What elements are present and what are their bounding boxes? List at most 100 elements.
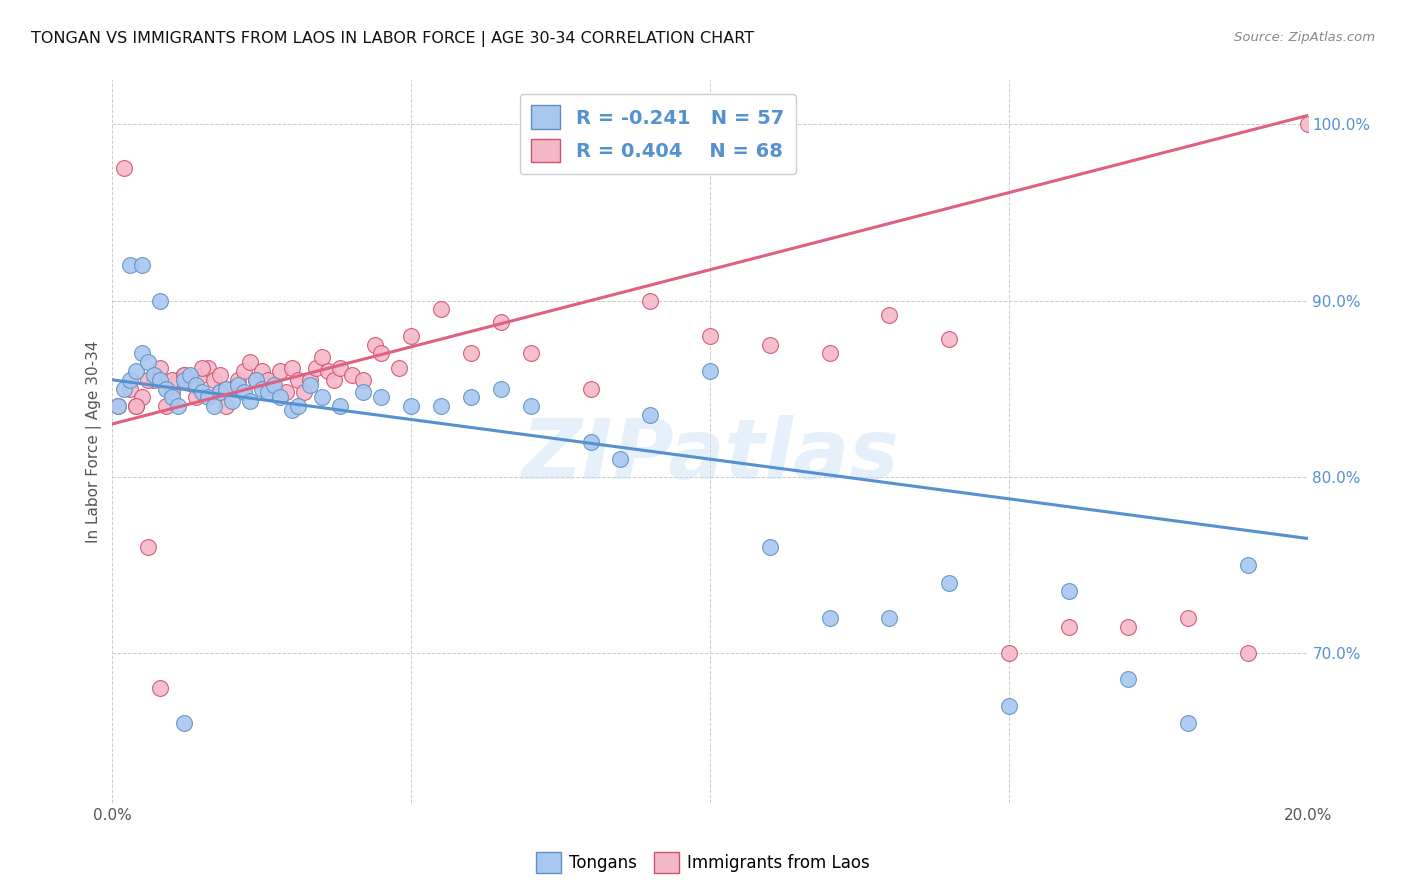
Point [107,399,129,413]
Point [173,373,195,387]
Point [250,382,273,396]
Point [149,360,172,375]
Point [322,373,344,387]
Text: TONGAN VS IMMIGRANTS FROM LAOS IN LABOR FORCE | AGE 30-34 CORRELATION CHART: TONGAN VS IMMIGRANTS FROM LAOS IN LABOR … [31,31,754,47]
Point [430,302,453,317]
Point [818,346,841,360]
Point [143,368,166,382]
Point [120,258,142,272]
Point [233,385,256,400]
Point [430,399,453,413]
Point [209,368,232,382]
Point [138,355,160,369]
Point [149,681,172,696]
Point [1057,584,1080,599]
Point [1118,673,1140,687]
Point [579,434,602,449]
Point [245,373,267,387]
Point [131,391,153,405]
Legend: Tongans, Immigrants from Laos: Tongans, Immigrants from Laos [529,846,877,880]
Point [388,360,411,375]
Point [257,385,280,400]
Point [120,382,142,396]
Point [699,328,721,343]
Point [609,452,631,467]
Point [138,541,160,555]
Point [138,373,160,387]
Point [1296,117,1319,131]
Y-axis label: In Labor Force | Age 30-34: In Labor Force | Age 30-34 [86,340,103,543]
Point [281,360,304,375]
Point [173,368,195,382]
Point [699,364,721,378]
Point [191,360,214,375]
Point [370,346,392,360]
Point [155,399,177,413]
Point [759,337,782,351]
Point [202,399,225,413]
Point [197,391,219,405]
Point [162,391,183,405]
Point [167,399,190,413]
Point [329,399,352,413]
Point [316,364,339,378]
Point [221,394,243,409]
Point [640,293,662,308]
Text: Source: ZipAtlas.com: Source: ZipAtlas.com [1234,31,1375,45]
Point [818,611,841,625]
Point [162,385,183,400]
Point [179,368,201,382]
Point [998,646,1021,660]
Point [879,308,901,322]
Point [401,328,423,343]
Point [263,382,285,396]
Point [239,355,262,369]
Point [226,373,249,387]
Point [209,385,232,400]
Point [460,391,482,405]
Point [269,391,291,405]
Point [998,698,1021,713]
Point [197,360,219,375]
Point [305,360,328,375]
Point [191,368,214,382]
Point [149,293,172,308]
Point [281,402,304,417]
Point [120,373,142,387]
Point [114,382,135,396]
Point [202,373,225,387]
Point [938,575,960,590]
Point [155,382,177,396]
Point [640,408,662,422]
Point [364,337,387,351]
Point [759,541,782,555]
Point [149,373,172,387]
Point [186,391,208,405]
Point [1177,716,1199,731]
Point [460,346,482,360]
Point [274,385,297,400]
Point [370,391,392,405]
Point [489,382,512,396]
Point [938,332,960,346]
Point [114,161,135,176]
Point [1237,558,1260,572]
Point [107,399,129,413]
Point [226,378,249,392]
Point [263,378,285,392]
Point [287,399,309,413]
Point [287,373,309,387]
Point [173,716,195,731]
Point [520,346,543,360]
Point [879,611,901,625]
Point [125,364,148,378]
Point [269,364,291,378]
Point [401,399,423,413]
Point [215,382,238,396]
Point [579,382,602,396]
Point [489,315,512,329]
Point [191,385,214,400]
Point [125,399,148,413]
Point [298,378,321,392]
Point [221,382,243,396]
